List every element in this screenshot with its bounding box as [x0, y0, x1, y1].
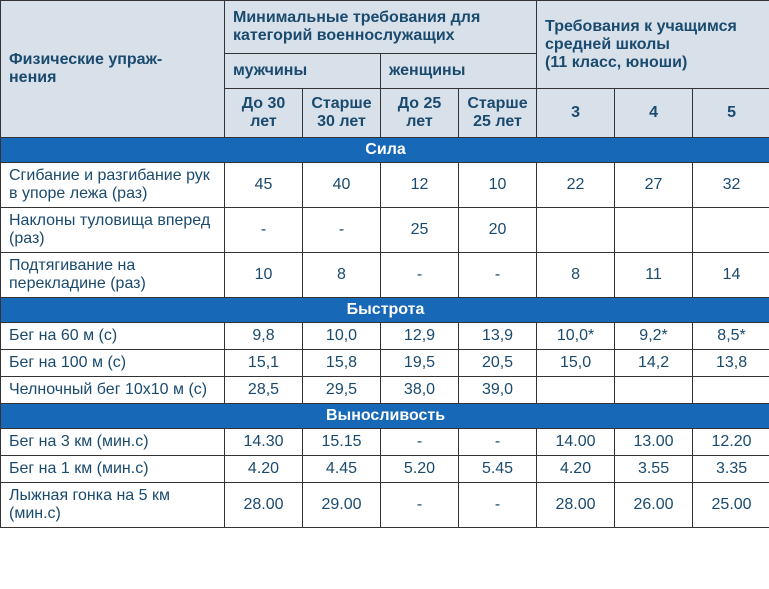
cell-value: [615, 377, 693, 404]
header-row-1: Физические упраж-нения Минимальные требо…: [1, 1, 769, 54]
cell-value: 29.00: [303, 483, 381, 528]
cell-value: 25: [381, 208, 459, 253]
cell-value: -: [381, 483, 459, 528]
row-shuttle: Челночный бег 10х10 м (с) 28,5 29,5 38,0…: [1, 377, 769, 404]
cell-value: -: [459, 429, 537, 456]
cell-value: 5.45: [459, 456, 537, 483]
header-exercise: Физические упраж-нения: [1, 1, 225, 138]
cell-value: 10,0: [303, 323, 381, 350]
cell-label: Подтягивание на перекладине (раз): [1, 253, 225, 298]
cell-value: 10: [459, 163, 537, 208]
cell-value: 9,2*: [615, 323, 693, 350]
cell-label: Наклоны туловища вперед (раз): [1, 208, 225, 253]
cell-value: 8: [537, 253, 615, 298]
cell-value: 10: [225, 253, 303, 298]
cell-value: 12,9: [381, 323, 459, 350]
row-ski5km: Лыжная гонка на 5 км (мин.с) 28.00 29.00…: [1, 483, 769, 528]
cell-value: [693, 208, 769, 253]
cell-value: 40: [303, 163, 381, 208]
header-women: женщины: [381, 54, 537, 89]
cell-value: 32: [693, 163, 769, 208]
row-pullups: Подтягивание на перекладине (раз) 10 8 -…: [1, 253, 769, 298]
row-run100: Бег на 100 м (с) 15,1 15,8 19,5 20,5 15,…: [1, 350, 769, 377]
cell-label: Челночный бег 10х10 м (с): [1, 377, 225, 404]
header-women-old: Старше 25 лет: [459, 89, 537, 138]
header-grade-5: 5: [693, 89, 769, 138]
header-men: мужчины: [225, 54, 381, 89]
cell-value: 25.00: [693, 483, 769, 528]
header-men-old: Старше 30 лет: [303, 89, 381, 138]
cell-value: 10,0*: [537, 323, 615, 350]
cell-value: [693, 377, 769, 404]
cell-value: 12: [381, 163, 459, 208]
cell-value: 19,5: [381, 350, 459, 377]
cell-value: [537, 377, 615, 404]
cell-label: Бег на 100 м (с): [1, 350, 225, 377]
cell-value: 20: [459, 208, 537, 253]
cell-value: 5.20: [381, 456, 459, 483]
section-strength: Сила: [1, 138, 769, 163]
cell-value: 11: [615, 253, 693, 298]
cell-value: 4.20: [537, 456, 615, 483]
header-school: Требования к учащимся средней школы(11 к…: [537, 1, 769, 89]
cell-value: 22: [537, 163, 615, 208]
cell-value: 28.00: [225, 483, 303, 528]
cell-value: [537, 208, 615, 253]
cell-value: 14,2: [615, 350, 693, 377]
cell-value: 3.55: [615, 456, 693, 483]
cell-label: Бег на 60 м (с): [1, 323, 225, 350]
header-grade-4: 4: [615, 89, 693, 138]
cell-value: 28,5: [225, 377, 303, 404]
cell-value: -: [381, 253, 459, 298]
row-pushups: Сгибание и разгибание рук в упоре лежа (…: [1, 163, 769, 208]
cell-value: [615, 208, 693, 253]
cell-value: 8: [303, 253, 381, 298]
cell-value: 15,1: [225, 350, 303, 377]
cell-value: 28.00: [537, 483, 615, 528]
cell-value: 26.00: [615, 483, 693, 528]
cell-value: 4.20: [225, 456, 303, 483]
row-situps: Наклоны туловища вперед (раз) - - 25 20: [1, 208, 769, 253]
cell-value: 9,8: [225, 323, 303, 350]
cell-value: 15,8: [303, 350, 381, 377]
cell-label: Лыжная гонка на 5 км (мин.с): [1, 483, 225, 528]
section-endurance: Выносливость: [1, 404, 769, 429]
cell-value: 45: [225, 163, 303, 208]
cell-value: 20,5: [459, 350, 537, 377]
cell-value: 27: [615, 163, 693, 208]
cell-value: 8,5*: [693, 323, 769, 350]
header-grade-3: 3: [537, 89, 615, 138]
cell-value: 38,0: [381, 377, 459, 404]
cell-value: 29,5: [303, 377, 381, 404]
header-women-young: До 25 лет: [381, 89, 459, 138]
cell-value: 14: [693, 253, 769, 298]
header-men-young: До 30 лет: [225, 89, 303, 138]
cell-value: 12.20: [693, 429, 769, 456]
cell-label: Бег на 1 км (мин.с): [1, 456, 225, 483]
cell-value: 15.15: [303, 429, 381, 456]
cell-value: -: [381, 429, 459, 456]
cell-value: 4.45: [303, 456, 381, 483]
header-military: Минимальные требования для категорий вое…: [225, 1, 537, 54]
cell-value: 13.00: [615, 429, 693, 456]
cell-label: Сгибание и разгибание рук в упоре лежа (…: [1, 163, 225, 208]
cell-value: 15,0: [537, 350, 615, 377]
cell-value: -: [459, 253, 537, 298]
cell-value: 13,8: [693, 350, 769, 377]
cell-value: -: [225, 208, 303, 253]
fitness-standards-table: Физические упраж-нения Минимальные требо…: [0, 0, 769, 528]
cell-value: -: [303, 208, 381, 253]
section-speed: Быстрота: [1, 298, 769, 323]
cell-value: 3.35: [693, 456, 769, 483]
cell-value: 13,9: [459, 323, 537, 350]
cell-value: 14.30: [225, 429, 303, 456]
cell-label: Бег на 3 км (мин.с): [1, 429, 225, 456]
row-run3km: Бег на 3 км (мин.с) 14.30 15.15 - - 14.0…: [1, 429, 769, 456]
cell-value: -: [459, 483, 537, 528]
row-run1km: Бег на 1 км (мин.с) 4.20 4.45 5.20 5.45 …: [1, 456, 769, 483]
cell-value: 14.00: [537, 429, 615, 456]
cell-value: 39,0: [459, 377, 537, 404]
row-run60: Бег на 60 м (с) 9,8 10,0 12,9 13,9 10,0*…: [1, 323, 769, 350]
